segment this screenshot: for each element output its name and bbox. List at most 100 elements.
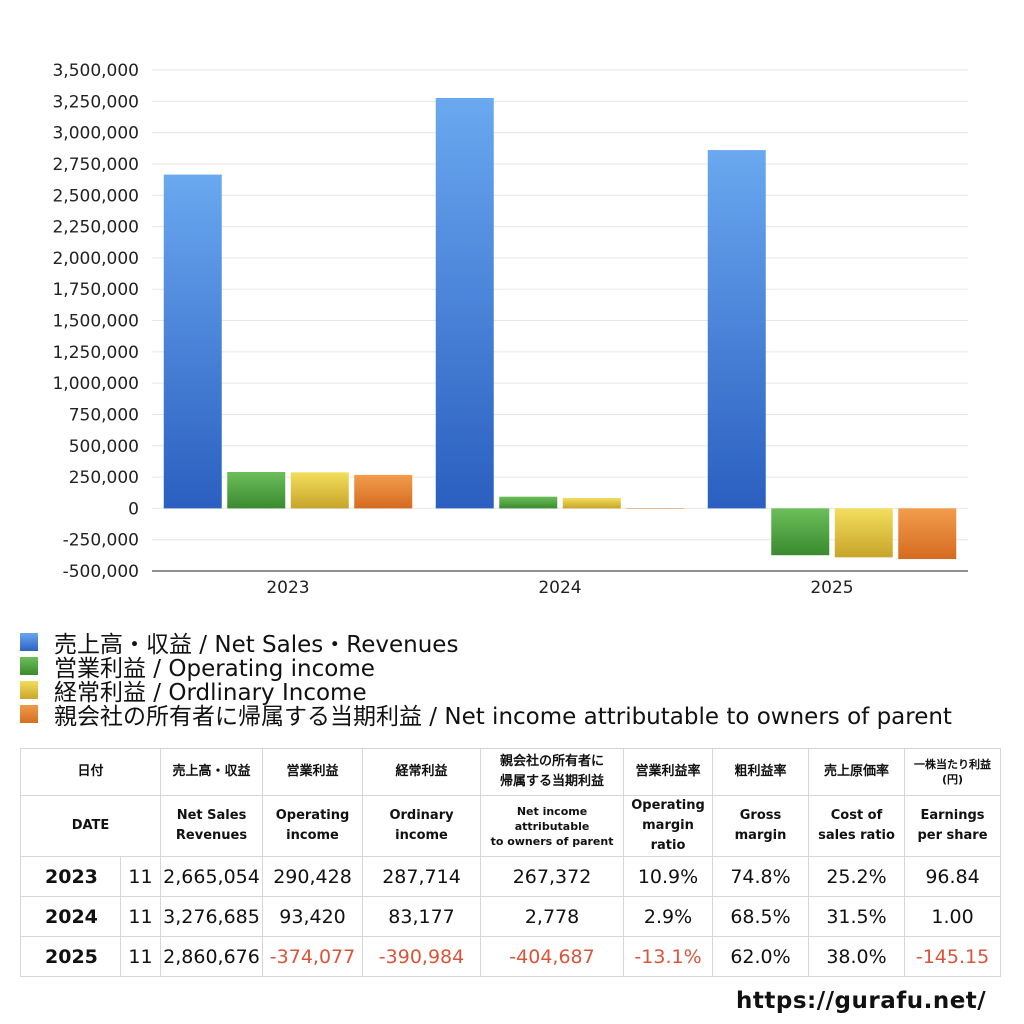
cell-ord: 287,714 (362, 856, 482, 897)
y-tick-label: 250,000 (69, 468, 139, 488)
y-tick-label: 3,000,000 (52, 124, 139, 144)
y-tick-label: 1,000,000 (52, 374, 139, 394)
cell-eps: 96.84 (904, 856, 1002, 897)
header-eps-en: Earnings per share (904, 795, 1002, 857)
header-op-en: Operating income (262, 795, 364, 857)
header-net-en: Net income attributable to owners of pare… (480, 795, 625, 857)
cell-eps: -145.15 (904, 936, 1002, 977)
header-net-jp-line1: 親会社の所有者に (500, 754, 605, 769)
cell-year: 2023 (20, 856, 121, 897)
bar-2024-series-2 (499, 496, 558, 509)
cell-gross: 74.8% (712, 856, 810, 897)
legend-item-net-income: 親会社の所有者に帰属する当期利益 / Net income attributab… (20, 702, 1010, 730)
financial-table: 日付 売上高・収益 営業利益 経常利益 親会社の所有者に 帰属する当期利益 営業利… (19, 748, 1002, 977)
y-tick-label: 750,000 (69, 405, 139, 425)
y-axis-tick-labels: 3,500,000 3,250,000 3,000,000 2,750,000 2,50… (52, 61, 139, 582)
header-sales-en: Net Sales Revenues (160, 795, 264, 857)
y-tick-label: 2,250,000 (52, 218, 139, 238)
header-op-en-line2: income (286, 828, 339, 843)
bar-2023-series-2 (227, 471, 286, 509)
cell-op: 290,428 (262, 856, 364, 897)
header-eps-jp: 一株当たり利益 (円) (904, 748, 1002, 796)
header-opm-en-line2: margin (642, 818, 694, 833)
cell-gross: 62.0% (712, 936, 810, 977)
cell-month: 11 (119, 936, 162, 977)
x-axis-tick-labels: 2023 2024 2025 (266, 578, 853, 598)
x-tick-label: 2024 (538, 578, 581, 598)
cell-year: 2025 (20, 936, 121, 977)
cell-opm: 2.9% (623, 896, 714, 937)
y-tick-label: 1,500,000 (52, 312, 139, 332)
bar-2025-series-1 (707, 150, 766, 509)
header-opm-en-line1: Operating (631, 798, 705, 813)
header-opm-en: Operating margin ratio (623, 795, 714, 857)
header-eps-jp-line2: (円) (941, 773, 964, 786)
table-row: 2023 11 2,665,054 290,428 287,714 267,37… (20, 856, 1002, 897)
header-ord-en: Ordinary income (362, 795, 482, 857)
table-header-jp: 日付 売上高・収益 営業利益 経常利益 親会社の所有者に 帰属する当期利益 営業利… (19, 748, 1002, 796)
header-op-en-line1: Operating (275, 808, 350, 823)
header-ord-en-line2: income (395, 828, 448, 843)
bar-2023-series-4 (354, 474, 413, 509)
legend-swatch-ordinary-income (20, 681, 38, 699)
cell-net: -404,687 (480, 936, 625, 977)
bars (163, 97, 957, 560)
y-tick-label: 2,500,000 (52, 186, 139, 206)
header-date-en: DATE (19, 795, 162, 857)
y-tick-label: 3,500,000 (52, 61, 139, 81)
header-ord-en-line1: Ordinary (389, 808, 454, 823)
bar-2024-series-4 (626, 508, 685, 509)
header-eps-en-line2: per share (917, 828, 988, 843)
legend-swatch-net-sales (20, 633, 38, 651)
cell-sales: 3,276,685 (160, 896, 264, 937)
cell-ord: -390,984 (362, 936, 482, 977)
y-tick-label: -500,000 (63, 562, 139, 582)
cell-op: -374,077 (262, 936, 364, 977)
cell-op: 93,420 (262, 896, 364, 937)
header-net-en-line1: Net income attributable (514, 804, 590, 833)
y-tick-label: 1,750,000 (52, 280, 139, 300)
header-gross-en-line2: margin (734, 828, 787, 843)
legend-swatch-operating-income (20, 657, 38, 675)
cell-month: 11 (119, 896, 162, 937)
bar-2024-series-1 (435, 97, 494, 509)
legend-swatch-net-income (20, 705, 38, 723)
x-tick-label: 2023 (266, 578, 309, 598)
legend-label-net-sales: 売上高・収益 / Net Sales・Revenues (54, 632, 459, 658)
y-tick-label: 0 (128, 499, 139, 519)
cell-net: 2,778 (480, 896, 625, 937)
header-sales-en-line2: Revenues (175, 828, 248, 843)
header-net-jp: 親会社の所有者に 帰属する当期利益 (480, 748, 625, 796)
y-tick-label: 1,250,000 (52, 343, 139, 363)
legend-label-net-income: 親会社の所有者に帰属する当期利益 / Net income attributab… (54, 704, 952, 730)
legend-item-operating-income: 営業利益 / Operating income (20, 654, 1010, 682)
y-tick-label: 2,000,000 (52, 249, 139, 269)
header-cost-jp: 売上原価率 (808, 748, 906, 796)
grid-lines (152, 69, 968, 572)
cell-gross: 68.5% (712, 896, 810, 937)
x-tick-label: 2025 (810, 578, 853, 598)
cell-month: 11 (119, 856, 162, 897)
header-eps-en-line1: Earnings (920, 808, 985, 823)
y-tick-label: -250,000 (63, 531, 139, 551)
header-gross-en-line1: Gross (739, 808, 782, 823)
cell-ord: 83,177 (362, 896, 482, 937)
header-gross-jp: 粗利益率 (712, 748, 810, 796)
legend-label-ordinary-income: 経常利益 / Ordlinary Income (54, 680, 367, 706)
header-opm-jp: 営業利益率 (623, 748, 714, 796)
cell-sales: 2,665,054 (160, 856, 264, 897)
bar-2025-series-3 (834, 508, 893, 558)
header-cost-en-line2: sales ratio (818, 828, 895, 843)
y-tick-label: 500,000 (69, 437, 139, 457)
bar-2025-series-4 (898, 508, 957, 560)
header-cost-en: Cost of sales ratio (808, 795, 906, 857)
legend-item-net-sales: 売上高・収益 / Net Sales・Revenues (20, 630, 1010, 658)
bar-2025-series-2 (771, 508, 830, 556)
cell-cost: 38.0% (808, 936, 906, 977)
cell-net: 267,372 (480, 856, 625, 897)
cell-opm: -13.1% (623, 936, 714, 977)
cell-eps: 1.00 (904, 896, 1002, 937)
bar-2024-series-3 (562, 497, 621, 509)
y-tick-label: 3,250,000 (52, 92, 139, 112)
header-opm-en-line3: ratio (650, 838, 686, 853)
